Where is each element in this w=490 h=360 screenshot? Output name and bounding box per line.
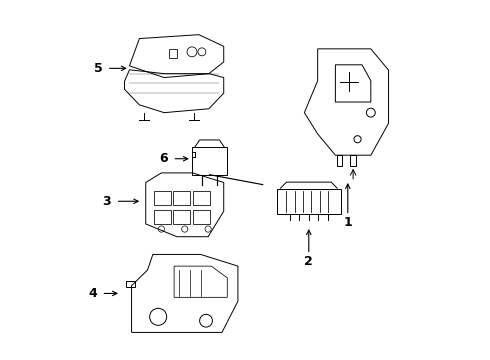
Bar (153, 210, 171, 224)
Bar (337, 155, 343, 166)
Text: 3: 3 (102, 195, 111, 208)
Bar (153, 191, 171, 205)
Bar (173, 191, 190, 205)
Bar (173, 210, 190, 224)
Bar (350, 155, 356, 166)
Text: 5: 5 (94, 62, 102, 75)
Bar (192, 147, 227, 175)
Text: 1: 1 (343, 216, 352, 229)
Bar (193, 210, 210, 224)
Text: 6: 6 (159, 152, 168, 165)
Bar (126, 281, 135, 287)
Bar (169, 49, 177, 58)
Bar (193, 191, 210, 205)
Bar (277, 189, 341, 214)
Text: 2: 2 (304, 255, 313, 268)
Text: 4: 4 (88, 287, 97, 300)
